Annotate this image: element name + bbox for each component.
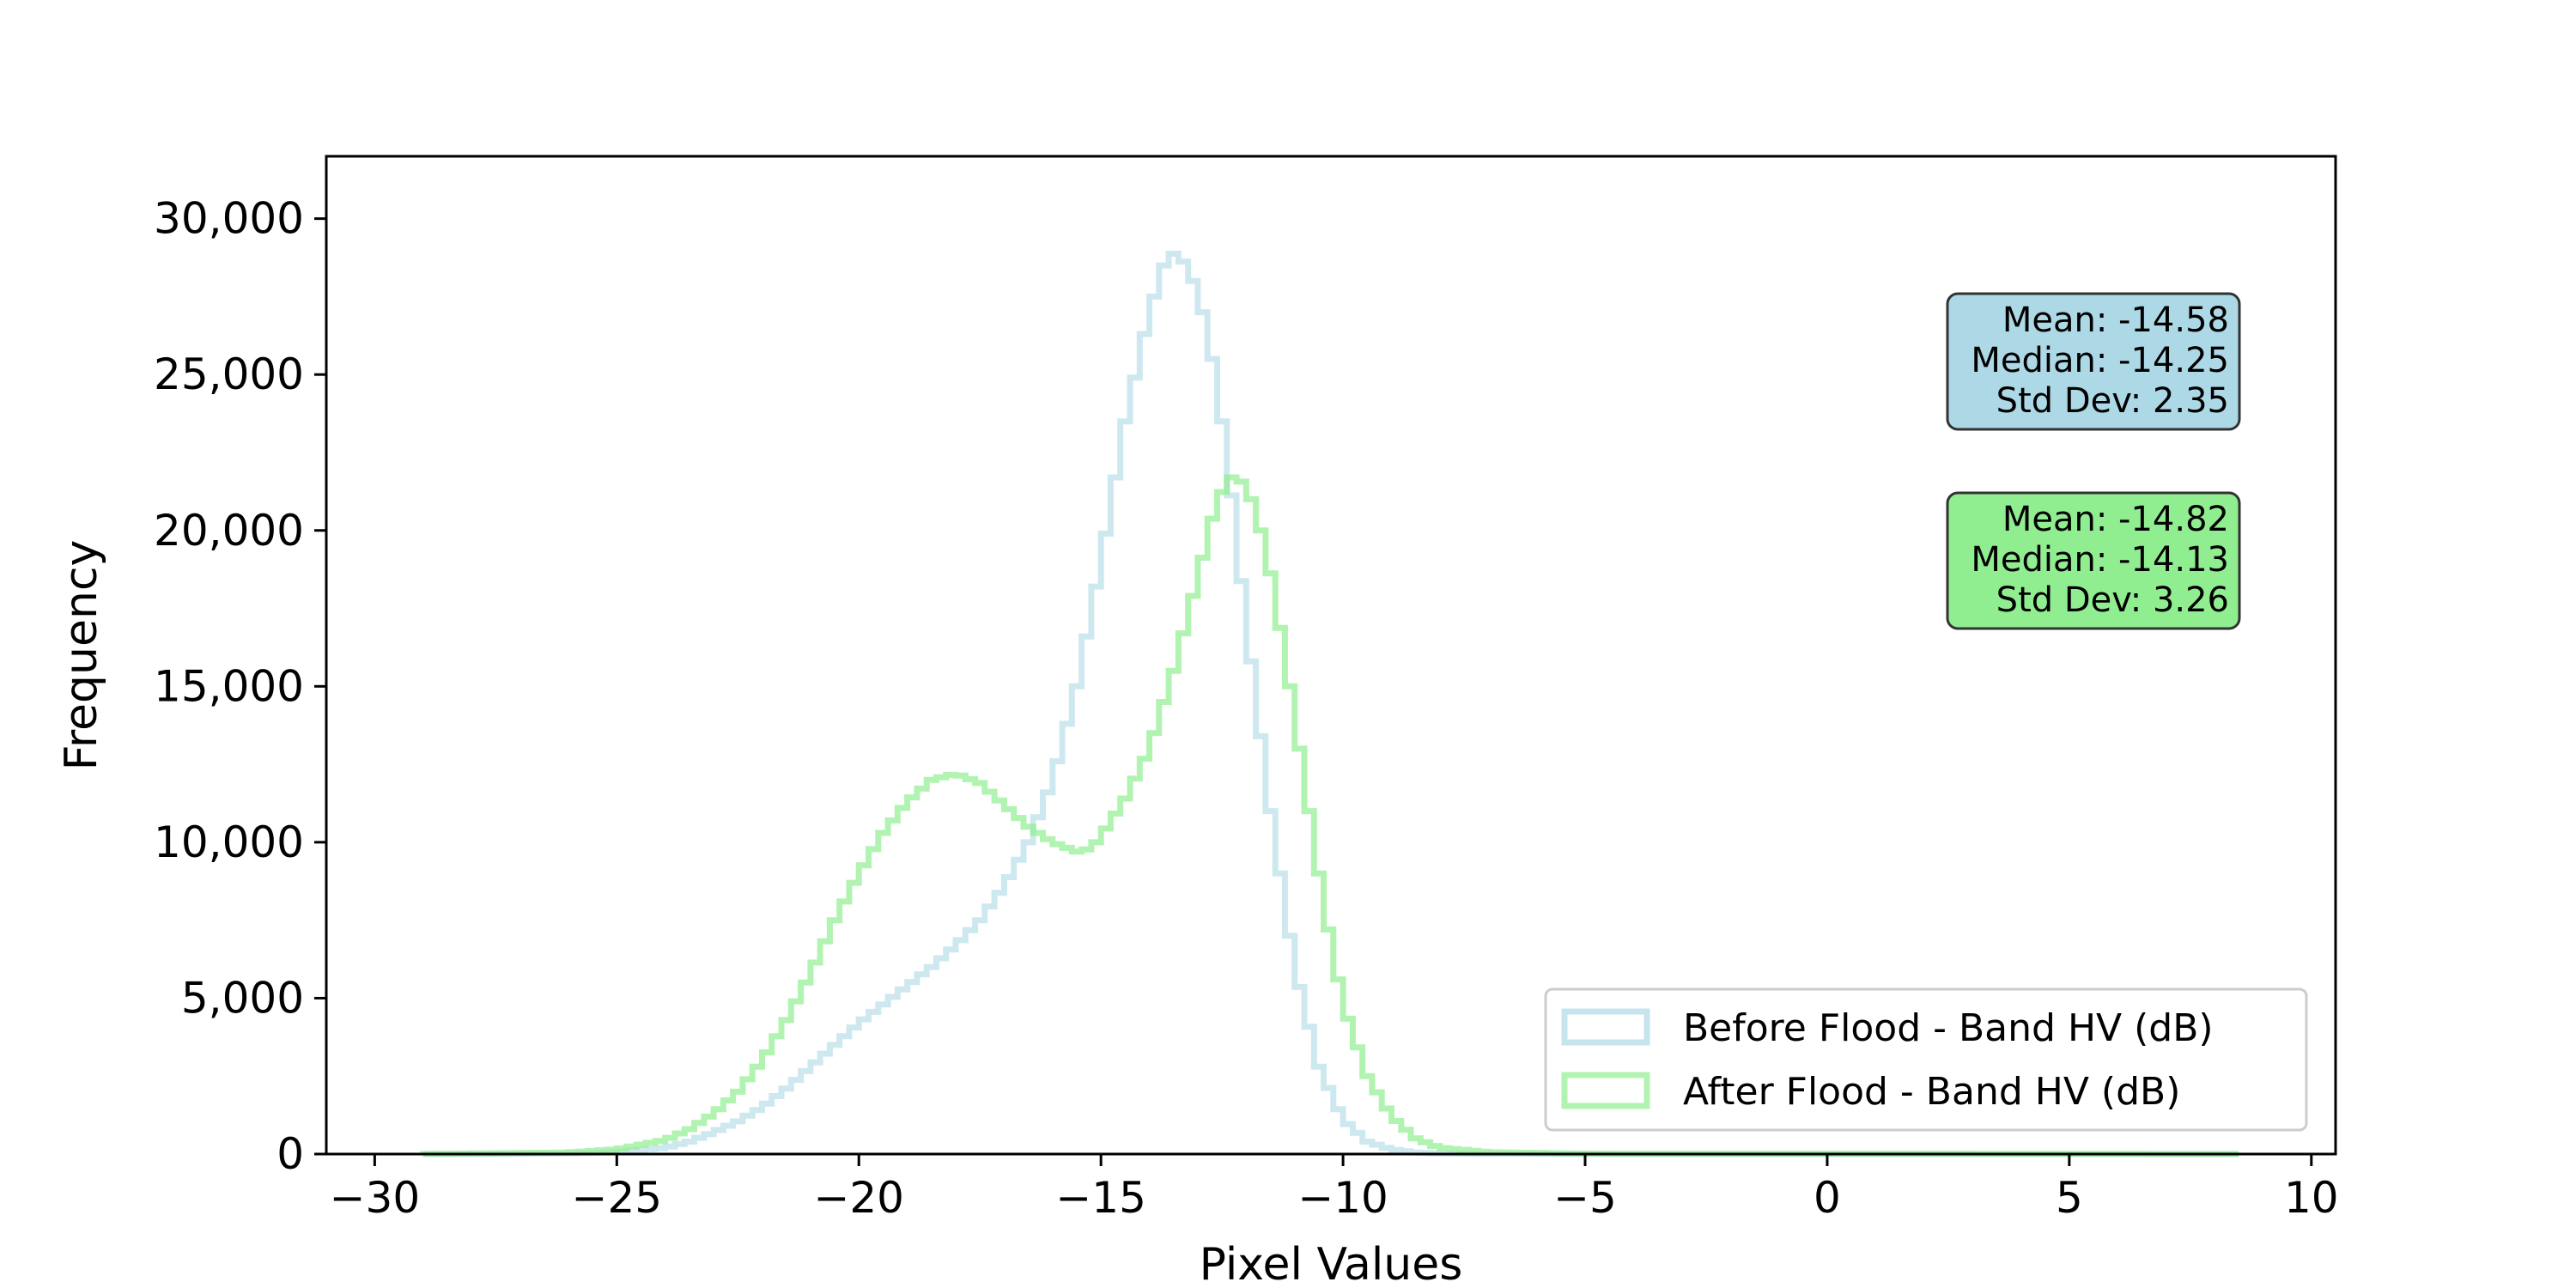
y-tick-label: 15,000 <box>154 661 304 711</box>
stats-line: Std Dev: 2.35 <box>1996 381 2229 421</box>
stats-box <box>1946 491 2241 630</box>
stats-line: Mean: -14.82 <box>2002 500 2229 539</box>
y-tick-label: 25,000 <box>154 349 304 399</box>
stats-line: Median: -14.25 <box>1971 341 2229 380</box>
y-axis-title: Frequency <box>56 540 107 771</box>
y-tick-label: 0 <box>276 1129 304 1179</box>
y-axis: 0 5,000 10,000 15,000 20,000 25,000 30,000 <box>154 194 326 1179</box>
stats-line: Median: -14.13 <box>1971 540 2229 580</box>
y-tick-label: 20,000 <box>154 506 304 556</box>
x-axis-title: Pixel Values <box>1200 1239 1463 1288</box>
x-tick-label: −15 <box>1055 1173 1146 1223</box>
x-tick-label: 5 <box>2056 1173 2083 1223</box>
stats-box <box>1946 292 2241 431</box>
x-tick-label: 10 <box>2284 1173 2339 1223</box>
y-tick-label: 10,000 <box>154 817 304 867</box>
x-tick-label: −25 <box>572 1173 663 1223</box>
legend-swatch <box>1561 1008 1650 1046</box>
legend-label: After Flood - Band HV (dB) <box>1683 1070 2180 1114</box>
x-axis: −30 −25 −20 −15 −10 −5 0 5 10 <box>330 1154 2339 1223</box>
legend-label: Before Flood - Band HV (dB) <box>1683 1006 2214 1050</box>
x-tick-label: 0 <box>1814 1173 1841 1223</box>
stats-line: Std Dev: 3.26 <box>1996 580 2229 620</box>
legend: Before Flood - Band HV (dB) After Flood -… <box>1544 987 2308 1132</box>
x-tick-label: −10 <box>1297 1173 1388 1223</box>
x-tick-label: −30 <box>330 1173 421 1223</box>
y-tick-label: 5,000 <box>181 973 304 1023</box>
stats-line: Mean: -14.58 <box>2002 301 2229 340</box>
legend-frame <box>1544 987 2308 1132</box>
y-tick-label: 30,000 <box>154 194 304 244</box>
x-tick-label: −20 <box>813 1173 904 1223</box>
plot-frame <box>325 155 2337 1156</box>
legend-swatch <box>1561 1072 1650 1109</box>
x-tick-label: −5 <box>1553 1173 1617 1223</box>
